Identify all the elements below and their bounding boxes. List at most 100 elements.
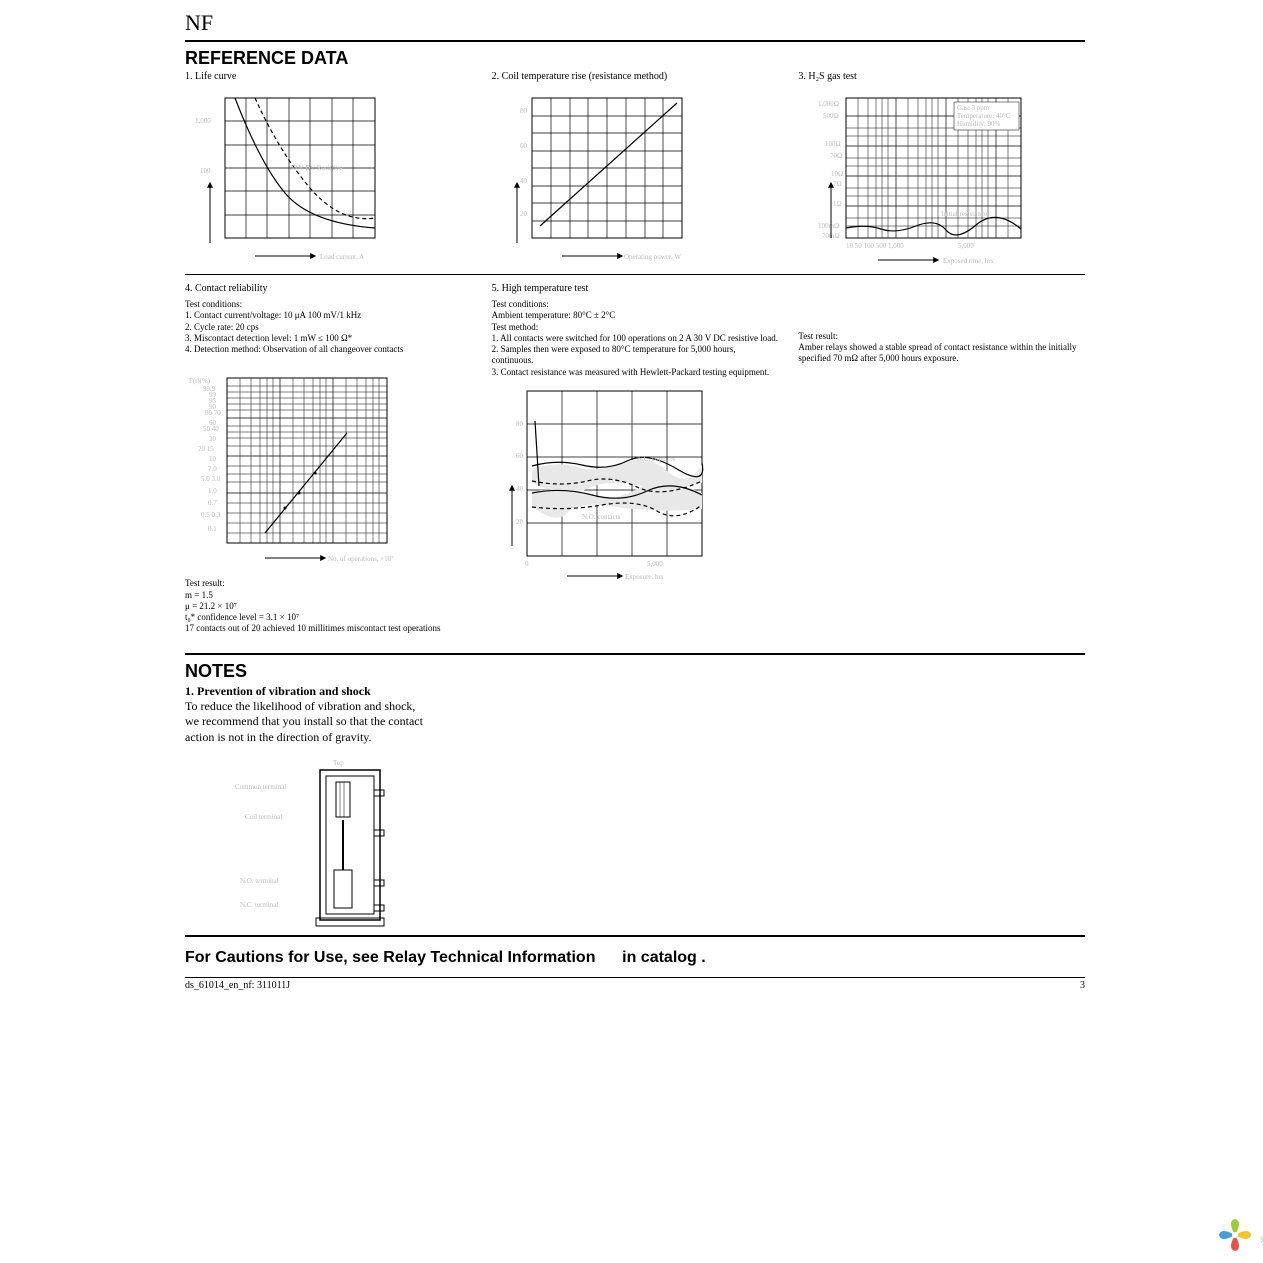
chart3-yt-1: 1Ω: [833, 200, 842, 208]
cautions-line: For Cautions for Use, see Relay Technica…: [185, 949, 1085, 967]
chart-2-col: 2. Coil temperature rise (resistance met…: [492, 71, 779, 268]
app-icon[interactable]: [1217, 1217, 1253, 1253]
svg-text:20 15: 20 15: [198, 445, 214, 453]
chart3-ann-3: Humidity: 90%: [957, 120, 1001, 128]
sec4-l4: 4. Detection method: Observation of all …: [185, 344, 472, 355]
chevron-right-icon[interactable]: ›: [1259, 1228, 1263, 1249]
brand-header: NF: [185, 10, 1085, 42]
sec4-heading: 4. Contact reliability: [185, 283, 472, 296]
sec4-l1: 1. Contact current/voltage: 10 μA 100 mV…: [185, 310, 472, 321]
chart2-x-label: Operating power, W: [624, 253, 681, 261]
chart3-x-label: Exposed time, hrs: [943, 257, 994, 265]
cautions-suffix: .: [701, 949, 705, 966]
notes-body: To reduce the likelihood of vibration an…: [185, 699, 425, 746]
chart3-yt-100: 100Ω: [825, 140, 841, 148]
svg-text:0: 0: [525, 560, 529, 568]
chart-1-col: 1. Life curve: [185, 71, 472, 268]
chart1-x-label: Load current, A: [320, 253, 364, 261]
chart2-ytick-20: 20: [520, 210, 528, 218]
notes-title: NOTES: [185, 661, 1085, 682]
chart2-ytick-80: 80: [520, 107, 528, 115]
chart3-yt-70: 70Ω: [830, 152, 842, 160]
chart3-xt-10: 10 50 100 500 1,000: [846, 242, 904, 250]
life-curve-chart: 30 V DC Resistive Load current, A 1,000 …: [185, 88, 385, 268]
chart5-no-label: N.O. contacts: [582, 513, 621, 521]
coil-temp-chart: Operating power, W 80 60 40 20: [492, 88, 692, 268]
svg-text:30: 30: [209, 435, 217, 443]
svg-text:80 70: 80 70: [205, 409, 221, 417]
chart2-ytick-60: 60: [520, 142, 528, 150]
chart3-ann-2: Temperature: 40°C: [957, 112, 1011, 120]
section-4-col: 4. Contact reliability Test conditions: …: [185, 283, 472, 635]
chart5-nc-label: N.C. contacts: [637, 455, 675, 463]
svg-text:80: 80: [516, 420, 524, 428]
chart3-yt-500: 500Ω: [823, 112, 839, 120]
cautions-left: For Cautions for Use, see Relay Technica…: [185, 949, 595, 966]
svg-text:20: 20: [516, 518, 524, 526]
sec5-m2: 2. Samples then were exposed to 80°C tem…: [492, 344, 779, 367]
chart3-yt-1000: 1,000Ω: [818, 100, 839, 108]
section-5-col: 5. High temperature test Test conditions…: [492, 283, 779, 635]
svg-text:40: 40: [516, 485, 524, 493]
notes-subtitle: 1. Prevention of vibration and shock: [185, 684, 1085, 699]
svg-text:0.5 0.3: 0.5 0.3: [201, 511, 221, 519]
sec4-l3: 3. Miscontact detection level: 1 mW ≤ 10…: [185, 333, 472, 344]
sec4-l2: 2. Cycle rate: 20 cps: [185, 322, 472, 333]
sec4-r2: μ = 21.2 × 10⁷: [185, 601, 472, 612]
sec5-m1: 1. All contacts were switched for 100 op…: [492, 333, 779, 344]
h2s-gas-chart: Gas: 3 ppm Temperature: 40°C Humidity: 9…: [798, 88, 1038, 268]
diag-nc: N.C. terminal: [240, 901, 278, 909]
contact-reliability-chart: F(t)(%) 99.9 99 95 90 80 70 60 50 40 30 …: [185, 373, 395, 568]
sec5-sub2: Test method:: [492, 322, 779, 333]
cautions-right: in catalog: [622, 949, 697, 966]
svg-text:10: 10: [209, 455, 217, 463]
footer-right: 3: [1080, 980, 1085, 991]
chart1-ytick-1000: 1,000: [195, 117, 211, 125]
footer-left: ds_61014_en_nf: 311011J: [185, 980, 290, 991]
page-footer: ds_61014_en_nf: 311011J 3: [185, 977, 1085, 991]
svg-text:0.7: 0.7: [208, 499, 217, 507]
diag-coil: Coil terminal: [245, 813, 282, 821]
diag-common: Common terminal: [235, 783, 286, 791]
sec5-m3: 3. Contact resistance was measured with …: [492, 367, 779, 378]
chart-3-heading: 3. H₂S gas test: [798, 71, 1085, 84]
svg-text:60: 60: [516, 452, 524, 460]
svg-text:5,000: 5,000: [647, 560, 663, 568]
high-temp-chart: N.C. contacts N.O. contacts 80 60 40 20 …: [492, 386, 712, 581]
sec6-heading: Test result:: [798, 331, 1085, 342]
chart5-x-label: Exposure, hrs: [625, 573, 664, 581]
sec4-result-heading: Test result:: [185, 578, 472, 589]
svg-text:0.1: 0.1: [208, 525, 217, 533]
chart2-ytick-40: 40: [520, 177, 528, 185]
relay-diagram: Top Common terminal Coil terminal N.O. t…: [185, 755, 1085, 935]
svg-text:50 40: 50 40: [203, 425, 219, 433]
chart3-yt-100m: 100mΩ: [818, 222, 839, 230]
sec6-body: Amber relays showed a stable spread of c…: [798, 342, 1085, 365]
chart1-series-label: 30 V DC Resistive: [290, 164, 342, 172]
chart-3-col: 3. H₂S gas test: [798, 71, 1085, 268]
svg-text:1.0: 1.0: [208, 487, 217, 495]
chart-2-heading: 2. Coil temperature rise (resistance met…: [492, 71, 779, 84]
chart3-yt-7: 7Ω: [833, 180, 842, 188]
sec4-r1: m = 1.5: [185, 590, 472, 601]
chart3-ann-1: Gas: 3 ppm: [957, 104, 990, 112]
reference-row: 1. Life curve: [185, 71, 1085, 268]
chart-1-heading: 1. Life curve: [185, 71, 472, 84]
reliability-row: 4. Contact reliability Test conditions: …: [185, 283, 1085, 635]
sec4-sub: Test conditions:: [185, 299, 472, 310]
chart4-x-label: No. of operations, ×10⁷: [328, 555, 394, 563]
chart3-xt-5000: 5,000: [958, 242, 974, 250]
chart1-ytick-100: 100: [200, 167, 211, 175]
svg-text:5.0 3.0: 5.0 3.0: [201, 475, 221, 483]
sec4-r3: t₀* confidence level = 3.1 × 10⁷: [185, 612, 472, 623]
sec4-r4: 17 contacts out of 20 achieved 10 millit…: [185, 623, 472, 634]
svg-text:7.0: 7.0: [208, 465, 217, 473]
sec5-heading: 5. High temperature test: [492, 283, 779, 296]
svg-text:F(t)(%): F(t)(%): [189, 377, 211, 385]
diag-no: N.O. terminal: [240, 877, 279, 885]
diag-top: Top: [333, 759, 344, 767]
chart3-yt-10: 10Ω: [831, 170, 843, 178]
section-result-col: Test result: Amber relays showed a stabl…: [798, 283, 1085, 635]
reference-data-title: REFERENCE DATA: [185, 48, 1085, 69]
chart3-ann-4: Initial resistance: [941, 210, 987, 218]
